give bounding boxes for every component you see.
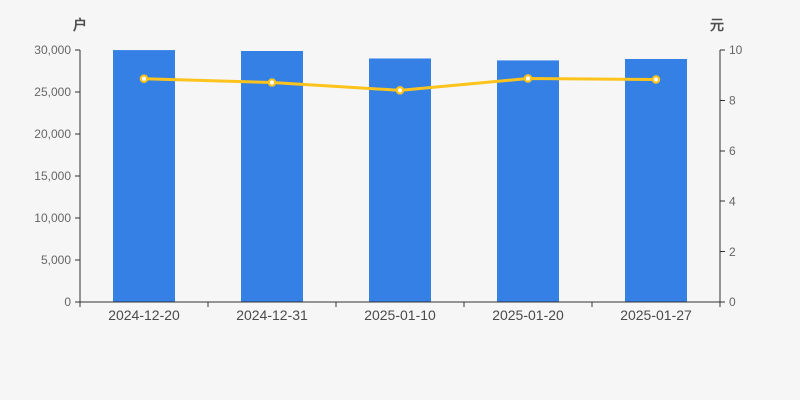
- x-axis-category-label: 2025-01-27: [620, 307, 692, 323]
- line-group: [139, 74, 661, 95]
- x-axis-category-label: 2025-01-20: [492, 307, 564, 323]
- left-axis-tick-label: 0: [64, 295, 71, 309]
- line-point[interactable]: [139, 74, 149, 84]
- right-axis-tick-label: 2: [729, 245, 736, 259]
- line-point[interactable]: [651, 75, 661, 84]
- left-axis-tick-label: 30,000: [34, 43, 71, 57]
- left-axis-tick-label: 20,000: [34, 127, 71, 141]
- line-point[interactable]: [523, 74, 533, 83]
- bar[interactable]: [369, 58, 431, 302]
- bar[interactable]: [625, 58, 687, 302]
- left-axis-tick-label: 25,000: [34, 85, 71, 99]
- bar[interactable]: [497, 60, 559, 302]
- right-axis-tick-label: 6: [729, 144, 736, 158]
- left-axis-tick-label: 10,000: [34, 211, 71, 225]
- right-axis-tick-label: 10: [729, 43, 743, 57]
- line-point[interactable]: [395, 86, 405, 95]
- right-axis-name: 元: [710, 17, 724, 33]
- left-axis-tick-label: 5,000: [41, 253, 71, 267]
- x-axis-category-label: 2025-01-10: [364, 307, 436, 323]
- line-point[interactable]: [267, 78, 277, 87]
- left-axis-tick-label: 15,000: [34, 169, 71, 183]
- x-axis-category-label: 2024-12-20: [108, 307, 180, 323]
- right-axis-tick-label: 8: [729, 94, 736, 108]
- right-axis-tick-label: 0: [729, 295, 736, 309]
- left-axis-name: 户: [73, 17, 87, 33]
- right-axis-tick-label: 4: [729, 194, 736, 208]
- bar[interactable]: [113, 50, 175, 302]
- axes-group: 0 5,000 10,000 15,000 20,000 25,000 30,000 0 2 4 6…: [34, 43, 742, 323]
- bar[interactable]: [241, 51, 303, 303]
- x-axis-category-label: 2024-12-31: [236, 307, 308, 323]
- bars-group: [113, 50, 687, 303]
